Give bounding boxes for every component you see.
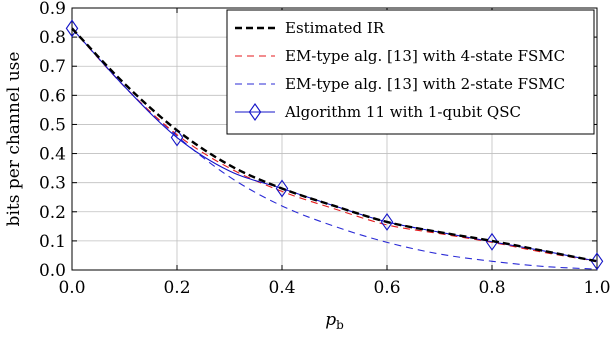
x-axis-title: pb bbox=[325, 310, 344, 332]
plot-area-frame bbox=[71, 7, 598, 271]
y-tick-label: 0.7 bbox=[39, 57, 66, 77]
legend-marker bbox=[248, 103, 262, 121]
series-marker bbox=[275, 179, 289, 198]
y-axis-title: bits per channel use bbox=[4, 52, 24, 227]
legend-label-1: EM-type alg. [13] with 4-state FSMC bbox=[285, 47, 565, 65]
y-tick-label: 0.6 bbox=[39, 86, 66, 106]
y-tick-label: 0.4 bbox=[39, 145, 66, 165]
series-lines bbox=[65, 19, 604, 271]
y-tick-label: 0.3 bbox=[39, 174, 66, 194]
y-tick-label: 0.9 bbox=[39, 0, 66, 19]
x-tick-label: 1.0 bbox=[583, 278, 610, 298]
y-tick-label: 0.0 bbox=[39, 261, 66, 281]
x-tick-label: 0.8 bbox=[478, 278, 505, 298]
series-line-0 bbox=[71, 27, 598, 263]
legend-label-2: EM-type alg. [13] with 2-state FSMC bbox=[285, 75, 565, 93]
x-tick-label: 0.6 bbox=[373, 278, 400, 298]
legend-box bbox=[226, 9, 595, 135]
x-axis-title-main: p bbox=[325, 310, 336, 330]
legend-label-3: Algorithm 11 with 1-qubit QSC bbox=[284, 103, 521, 121]
x-axis-title-subscript: b bbox=[336, 318, 344, 332]
series-marker bbox=[590, 252, 604, 271]
legend: Estimated IR EM-type alg. [13] with 4-sta… bbox=[226, 9, 595, 135]
series-marker bbox=[380, 213, 394, 231]
series-marker bbox=[485, 232, 499, 251]
series-marker bbox=[170, 128, 184, 147]
legend-label-0: Estimated IR bbox=[285, 19, 385, 37]
y-tick-label: 0.1 bbox=[39, 232, 66, 252]
y-tick-label: 0.5 bbox=[39, 115, 66, 135]
x-tick-label: 0.4 bbox=[268, 278, 295, 298]
x-tick-label: 0.0 bbox=[58, 278, 85, 298]
series-marker bbox=[65, 19, 79, 38]
y-tick-label: 0.2 bbox=[39, 203, 66, 223]
tick-labels: 0.0 0.2 0.4 0.6 0.8 1.0 0.0 0.1 0.2 0.3 0.4 0.5 0.6 0… bbox=[39, 0, 610, 298]
series-line-1 bbox=[71, 28, 598, 262]
y-tick-label: 0.8 bbox=[39, 28, 66, 48]
x-tick-label: 0.2 bbox=[163, 278, 190, 298]
